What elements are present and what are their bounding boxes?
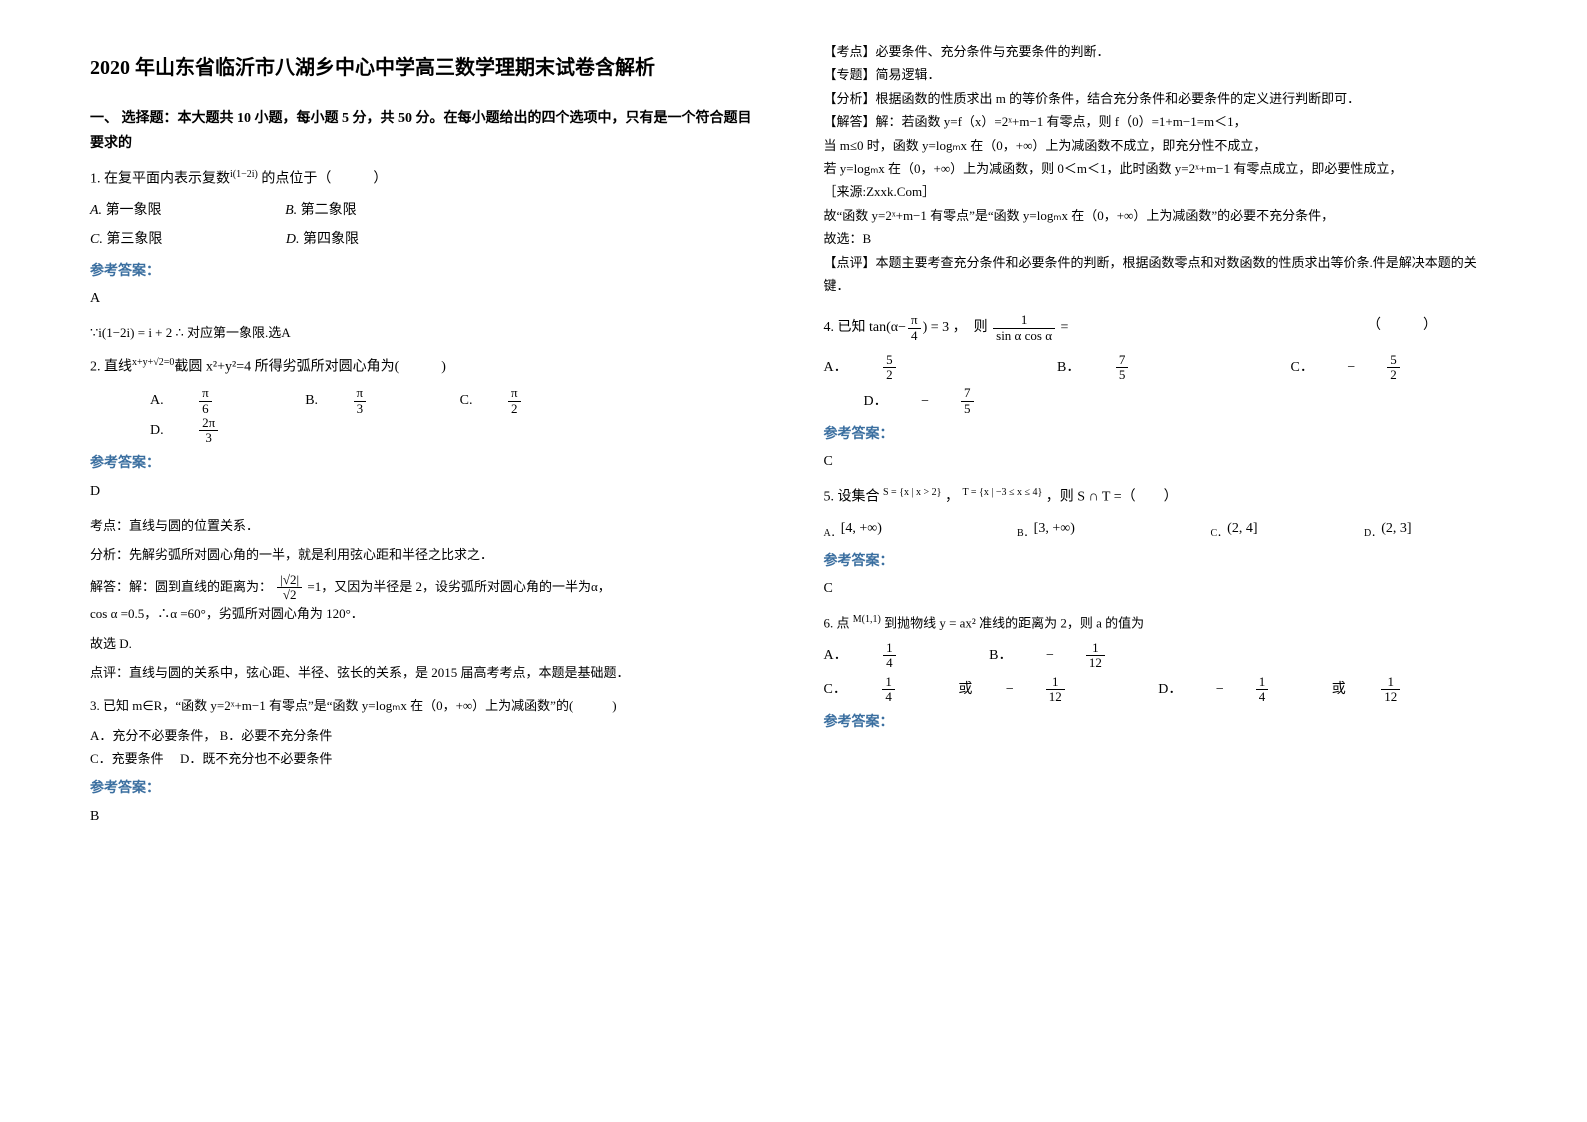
q2-expr: x+y+√2=0 <box>132 357 174 368</box>
q2-optD: D. 2π3 <box>150 416 278 446</box>
q1-optD: 第四象限 <box>303 227 359 252</box>
q2-stem: 2. 直线x+y+√2=0截圆 x²+y²=4 所得劣弧所对圆心角为( ) <box>90 354 764 380</box>
q4-stem: 4. 已知 tan(α−π4) = 3 ， 则 1sin α cos α = （… <box>824 313 1498 343</box>
q4-optD: D． −75 <box>864 386 1034 416</box>
q2-stem-post: 截圆 x²+y²=4 所得劣弧所对圆心角为( ) <box>174 360 446 375</box>
q1-stem-post: 的点位于（ ） <box>258 172 388 187</box>
q2-kd: 考点：直线与圆的位置关系． <box>90 514 764 537</box>
q2-dp: 点评：直线与圆的关系中，弦心距、半径、弦长的关系，是 2015 届高考考点，本题… <box>90 661 764 684</box>
q3-optB: B．必要不充分条件 <box>220 728 333 743</box>
q4-optA: A． 52 <box>824 353 1024 383</box>
q1-optA-label: A. <box>90 203 102 218</box>
q3-zt: 【专题】简易逻辑． <box>824 63 1498 86</box>
q3-jd4: 故“函数 y=2ˣ+m−1 有零点”是“函数 y=logₘx 在（0，+∞）上为… <box>824 204 1498 227</box>
document-title: 2020 年山东省临沂市八湖乡中心中学高三数学理期末试卷含解析 <box>90 50 764 86</box>
q3-jd1: 【解答】解：若函数 y=f（x）=2ˣ+m−1 有零点，则 f（0）=1+m−1… <box>824 110 1498 133</box>
q3-jd3: 若 y=logₘx 在（0，+∞）上为减函数，则 0＜m＜1，此时函数 y=2ˣ… <box>824 157 1498 180</box>
q1-ans-letter: A <box>90 286 764 311</box>
q2-optA: A. π6 <box>150 386 272 416</box>
q6-optD: D． −14 或 112 <box>1158 675 1460 705</box>
q1-optA: 第一象限 <box>106 198 162 223</box>
section-1-header: 一、 选择题：本大题共 10 小题，每小题 5 分，共 50 分。在每小题给出的… <box>90 106 764 156</box>
q5-options: A．[4, +∞) B．[3, +∞) C．(2, 4] D．(2, 3] <box>824 516 1498 543</box>
q5-ans-label: 参考答案： <box>824 549 1498 574</box>
q3-jd2: 当 m≤0 时，函数 y=logₘx 在（0，+∞）上为减函数不成立，即充分性不… <box>824 134 1498 157</box>
q6-stem: 6. 点 M(1,1) 到抛物线 y = ax² 准线的距离为 2，则 a 的值… <box>824 611 1498 635</box>
q3-stem: 3. 已知 m∈R，“函数 y=2ˣ+m−1 有零点”是“函数 y=logₘx … <box>90 694 764 717</box>
q4-options-row2: D． −75 <box>824 386 1498 416</box>
q3-jd5: 故选：B <box>824 227 1498 250</box>
q4-lhs: tan(α−π4) = 3 <box>869 320 953 335</box>
q1-optC: 第三象限 <box>106 227 162 252</box>
q4-optC: C． −52 <box>1291 353 1460 383</box>
q3-ans-label: 参考答案： <box>90 776 764 801</box>
q1-stem-pre: 1. 在复平面内表示复数 <box>90 172 230 187</box>
q6-options-row2: C． 14 或 −112 D． −14 或 112 <box>824 675 1498 705</box>
q2-fx: 分析：先解劣弧所对圆心角的一半，就是利用弦心距和半径之比求之． <box>90 543 764 566</box>
q1-stem: 1. 在复平面内表示复数i(1−2i) 的点位于（ ） <box>90 166 764 192</box>
q5-stem: 5. 设集合 S = {x | x > 2} ， T = {x | −3 ≤ x… <box>824 484 1498 510</box>
q6-optC: C． 14 或 −112 <box>824 675 1125 705</box>
q4-optB: B． 75 <box>1057 353 1257 383</box>
q5-optA: A．[4, +∞) <box>824 516 984 543</box>
q3-kd: 【考点】必要条件、充分条件与充要条件的判断． <box>824 40 1498 63</box>
q3-optsAB: A．充分不必要条件， B．必要不充分条件 <box>90 724 764 747</box>
q6-optB: B． −112 <box>989 641 1165 671</box>
q2-optC: C. π2 <box>460 386 581 416</box>
q5-S: S = {x | x > 2} <box>883 487 941 498</box>
q2-options: A. π6 B. π3 C. π2 D. 2π3 <box>150 386 764 445</box>
q1-options-2: C. 第三象限 D. 第四象限 <box>90 227 764 252</box>
q3-fx: 【分析】根据函数的性质求出 m 的等价条件，结合充分条件和必要条件的定义进行判断… <box>824 87 1498 110</box>
q3-optD: D．既不充分也不必要条件 <box>180 751 332 766</box>
q4-options-row1: A． 52 B． 75 C． −52 <box>824 353 1498 383</box>
q5-optD: D．(2, 3] <box>1364 516 1442 543</box>
q3-src: ［来源:Zxxk.Com］ <box>824 180 1498 203</box>
q6-M: M(1,1) <box>853 614 881 625</box>
q4-stem-pre: 4. 已知 <box>824 320 866 335</box>
q1-ans-label: 参考答案： <box>90 259 764 284</box>
q2-stem-pre: 2. 直线 <box>90 360 132 375</box>
q2-ans-label: 参考答案： <box>90 451 764 476</box>
q5-optB: B．[3, +∞) <box>1017 516 1177 543</box>
q1-optD-label: D. <box>286 232 300 247</box>
q4-ans-letter: C <box>824 449 1498 474</box>
q2-ans-letter: D <box>90 479 764 504</box>
q3-dp: 【点评】本题主要考查充分条件和必要条件的判断，根据函数零点和对数函数的性质求出等… <box>824 251 1498 298</box>
q5-optC: C．(2, 4] <box>1211 516 1331 543</box>
right-column: 【考点】必要条件、充分条件与充要条件的判断． 【专题】简易逻辑． 【分析】根据函… <box>794 40 1528 1082</box>
q3-optC: C．充要条件 <box>90 751 164 766</box>
q1-optB-label: B. <box>285 203 297 218</box>
q5-ans-letter: C <box>824 576 1498 601</box>
q2-jd: 解答：解：圆到直线的距离为： |√2|√2 =1，又因为半径是 2，设劣弧所对圆… <box>90 573 764 603</box>
q3-optA: A．充分不必要条件， <box>90 728 216 743</box>
q6-optA: A． 14 <box>824 641 956 671</box>
q2-jd2: cos α =0.5，∴α =60°，劣弧所对圆心角为 120°． <box>90 602 764 625</box>
q2-jd3: 故选 D. <box>90 632 764 655</box>
q4-ans-label: 参考答案： <box>824 422 1498 447</box>
page: 2020 年山东省临沂市八湖乡中心中学高三数学理期末试卷含解析 一、 选择题：本… <box>0 0 1587 1122</box>
q5-T: T = {x | −3 ≤ x ≤ 4} <box>962 487 1042 498</box>
q6-ans-label: 参考答案： <box>824 710 1498 735</box>
q4-rhs: 1sin α cos α <box>993 313 1055 343</box>
q2-optB: B. π3 <box>305 386 426 416</box>
q1-ans-line: ∵i(1−2i) = i + 2 ∴ 对应第一象限.选A <box>90 321 764 344</box>
q6-options-row1: A． 14 B． −112 <box>824 641 1498 671</box>
q1-options: A. 第一象限 B. 第二象限 <box>90 198 764 223</box>
left-column: 2020 年山东省临沂市八湖乡中心中学高三数学理期末试卷含解析 一、 选择题：本… <box>60 40 794 1082</box>
q3-ans-letter: B <box>90 804 764 829</box>
q1-expr: i(1−2i) <box>230 169 258 180</box>
q1-optB: 第二象限 <box>301 198 357 223</box>
q3-optsCD: C．充要条件 D．既不充分也不必要条件 <box>90 747 764 770</box>
q1-optC-label: C. <box>90 232 103 247</box>
